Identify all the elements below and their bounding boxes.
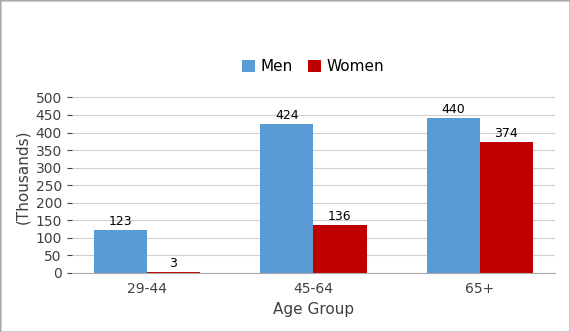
Bar — [314, 225, 367, 273]
Bar — [480, 142, 533, 273]
Bar — [93, 230, 147, 273]
Bar — [147, 272, 200, 273]
Text: 424: 424 — [275, 109, 299, 122]
Text: 136: 136 — [328, 210, 352, 223]
Text: 374: 374 — [495, 126, 518, 139]
Text: 440: 440 — [441, 103, 465, 117]
Text: 123: 123 — [108, 214, 132, 227]
Bar — [260, 124, 314, 273]
Text: 3: 3 — [170, 257, 177, 270]
Legend: Men, Women: Men, Women — [237, 53, 390, 80]
Bar — [426, 119, 480, 273]
X-axis label: Age Group: Age Group — [273, 302, 354, 317]
Y-axis label: (Thousands): (Thousands) — [15, 129, 30, 223]
